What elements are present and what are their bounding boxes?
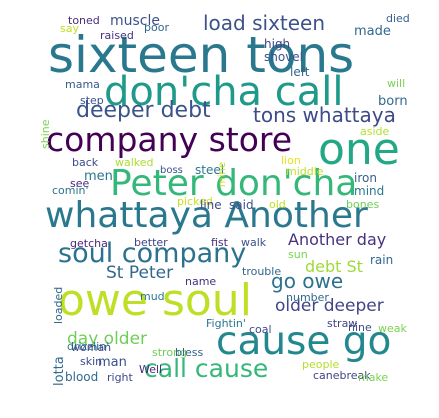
word: tons whattaya (253, 103, 396, 127)
word: woman (71, 341, 112, 354)
word: picked (177, 195, 213, 208)
word: older deeper (275, 296, 384, 316)
word: nine (348, 321, 372, 334)
word: load sixteen (203, 11, 326, 35)
word: Another day (288, 230, 387, 249)
word: skin (80, 355, 103, 368)
word: toned (68, 14, 100, 27)
word: walk (241, 236, 267, 249)
word: shovel (264, 50, 304, 64)
word: died (386, 12, 410, 25)
word: step (80, 94, 104, 107)
word: canebreak (313, 369, 371, 382)
word: loaded (52, 286, 65, 324)
word: deeper debt (76, 98, 211, 123)
word: mud (140, 290, 165, 303)
word: Fightin' (206, 317, 246, 330)
word: comin' (52, 184, 89, 197)
word: high (264, 37, 291, 51)
word: steel (195, 163, 225, 177)
word: mind (354, 184, 385, 198)
word: trouble (242, 265, 282, 278)
word: people (302, 358, 340, 371)
word: whattaya Another (45, 195, 368, 236)
word: coal (249, 323, 272, 336)
word: call cause (144, 354, 269, 383)
word: strong (152, 346, 188, 359)
word: sun (288, 248, 308, 261)
word: walked (115, 156, 154, 169)
word: don'cha call (104, 69, 344, 115)
word: muscle (110, 13, 161, 29)
word: debt St (305, 257, 363, 276)
word: number (286, 291, 329, 304)
word: raised (100, 29, 134, 42)
word: getcha (70, 237, 108, 250)
word: name (185, 275, 217, 288)
word: left (290, 65, 310, 79)
word: rain (370, 253, 394, 267)
word: blood (65, 370, 99, 384)
word: aside (360, 125, 390, 138)
word: men (84, 169, 113, 184)
word: see (70, 177, 90, 190)
word: man (98, 355, 127, 370)
word: back (72, 156, 99, 169)
word: mine (217, 161, 228, 187)
word: made (354, 24, 391, 39)
word: sixteen tons (48, 26, 355, 84)
word: boss (160, 165, 183, 176)
word: make (358, 371, 389, 384)
word: lion (281, 154, 301, 167)
word: day older (67, 329, 148, 349)
word: straw (327, 317, 358, 330)
word: say (60, 22, 79, 35)
word: born (378, 94, 408, 109)
word: right (107, 371, 133, 384)
word: shine (39, 119, 52, 150)
word: owe soul (58, 275, 252, 326)
word: soul company (58, 238, 247, 269)
word: better (134, 236, 168, 249)
word: iron (354, 171, 377, 185)
word: line (200, 198, 222, 212)
word: will (387, 77, 406, 90)
word: mama (65, 78, 100, 91)
word: St Peter (106, 263, 174, 283)
word: poor (144, 21, 169, 34)
word: Peter don'cha (110, 163, 358, 204)
word: old (269, 198, 286, 211)
word: said (229, 198, 254, 212)
word: bones (346, 198, 380, 211)
word: go owe (271, 269, 344, 293)
word: company store (46, 120, 293, 159)
word: drizzlin' (67, 340, 110, 353)
word: Well (139, 363, 163, 376)
word: one (318, 124, 400, 175)
word: fist (211, 236, 228, 249)
word: cause go (216, 319, 392, 364)
word: weak (378, 322, 407, 335)
word: bless (175, 346, 204, 359)
word: middle (286, 165, 324, 178)
